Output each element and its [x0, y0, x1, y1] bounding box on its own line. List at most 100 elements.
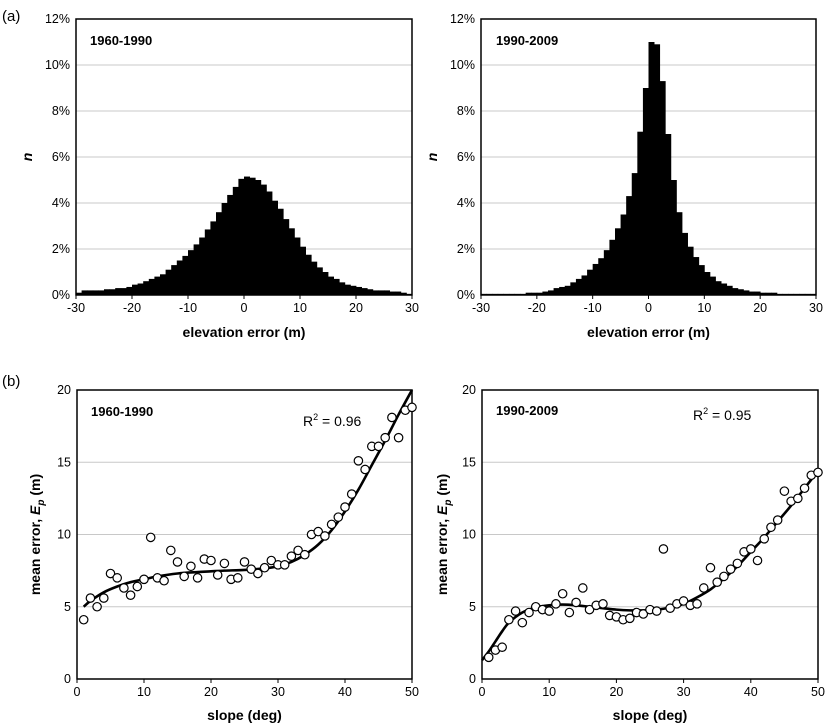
- y-tick-label: 0%: [52, 288, 70, 302]
- data-point: [598, 599, 608, 609]
- histogram-bar: [216, 212, 222, 295]
- x-tick-label: 10: [137, 685, 151, 699]
- data-point: [387, 412, 397, 423]
- y-tick-label: 6%: [52, 150, 70, 164]
- histogram-bar: [704, 272, 711, 295]
- data-point: [179, 571, 189, 582]
- scatter-1990-2009: 0 10 20 30 40 50 0 5 10 15 20 1990-2009 R2 = 0.95…: [434, 383, 825, 723]
- data-point: [360, 464, 370, 475]
- histogram-bar: [227, 194, 234, 295]
- r-squared-annotation: R2 = 0.95: [693, 406, 752, 423]
- y-tick-label: 12%: [450, 12, 475, 26]
- histogram-bar: [176, 260, 183, 295]
- y-axis-label: mean error, Ep (m): [27, 474, 47, 595]
- data-point: [712, 577, 722, 587]
- y-tick-label: 0%: [457, 288, 475, 302]
- data-point: [293, 545, 303, 556]
- histogram-bar: [126, 286, 133, 295]
- y-tick-label: 20: [462, 383, 476, 397]
- data-point: [233, 573, 243, 583]
- data-point: [766, 522, 776, 533]
- histogram-bar: [182, 255, 189, 295]
- histogram-bar: [559, 286, 566, 295]
- r2-prefix: R: [303, 413, 313, 429]
- histogram-bar: [536, 292, 543, 295]
- y-tick-label: 10: [462, 528, 476, 542]
- data-point: [584, 604, 595, 615]
- histogram-bar: [277, 208, 284, 295]
- r2-superscript: 2: [313, 412, 318, 422]
- y-axis-label: n: [424, 153, 440, 162]
- data-point: [299, 549, 310, 560]
- data-point: [813, 467, 823, 478]
- data-point: [793, 493, 803, 504]
- data-point: [564, 607, 575, 618]
- histogram-bar: [344, 284, 351, 295]
- histogram-bar: [316, 267, 323, 295]
- y-label-main: mean error,: [434, 515, 450, 595]
- histogram-bar: [709, 276, 716, 295]
- histogram-bar: [165, 269, 172, 295]
- x-tick-label: 10: [697, 301, 711, 315]
- chart-title: 1990-2009: [496, 403, 558, 418]
- y-tick-label: 15: [462, 455, 476, 469]
- histogram-bar: [665, 134, 672, 295]
- histogram-bar: [698, 265, 705, 295]
- data-point: [557, 588, 568, 599]
- y-tick-label: 12%: [45, 12, 70, 26]
- x-tick-label: 20: [753, 301, 767, 315]
- histogram-bar: [615, 228, 621, 295]
- histogram-bar: [148, 278, 155, 295]
- data-point: [340, 502, 350, 512]
- histogram-bar: [400, 292, 407, 295]
- x-tick-label: 10: [293, 301, 307, 315]
- data-point: [92, 601, 102, 612]
- data-point: [759, 534, 770, 544]
- data-point: [705, 562, 716, 573]
- data-point: [544, 606, 554, 616]
- x-tick-label: -10: [179, 301, 197, 315]
- histogram-bar: [193, 244, 200, 295]
- histogram-bar: [564, 285, 571, 295]
- r2-value: = 0.96: [318, 413, 361, 429]
- y-tick-label: 10: [57, 528, 71, 542]
- histogram-bar: [603, 250, 610, 295]
- gridlines: [76, 64, 412, 250]
- y-axis-label: mean error, Ep (m): [434, 474, 454, 595]
- data-point: [145, 532, 156, 543]
- data-point: [678, 596, 689, 606]
- y-tick-labels: 0 5 10 15 20: [57, 383, 71, 686]
- histogram-bar: [592, 263, 599, 295]
- histogram-bar: [288, 228, 295, 295]
- histogram-bar: [637, 131, 644, 295]
- data-point: [132, 581, 143, 592]
- histogram-bar: [283, 219, 290, 295]
- y-tick-label: 5: [469, 600, 476, 614]
- y-tick-label: 0: [469, 672, 476, 686]
- y-tick-labels: 0% 2% 4% 6% 8% 10% 12%: [45, 12, 70, 302]
- data-point: [239, 557, 250, 567]
- x-tick-label: 30: [271, 685, 285, 699]
- histogram-bar: [587, 269, 594, 295]
- x-tick-labels: -30 -20 -10 0 10 20 30: [472, 295, 823, 315]
- x-tick-label: -20: [528, 301, 546, 315]
- data-point: [192, 573, 203, 583]
- data-point: [139, 574, 149, 585]
- data-point: [779, 486, 790, 496]
- r2-value: = 0.95: [708, 407, 751, 423]
- y-tick-labels: 0% 2% 4% 6% 8% 10% 12%: [450, 12, 475, 302]
- data-point: [78, 614, 89, 625]
- histogram-bar: [648, 42, 655, 295]
- y-tick-label: 20: [57, 383, 71, 397]
- y-label-main: mean error,: [27, 515, 43, 595]
- x-tick-label: 30: [677, 685, 691, 699]
- data-point: [166, 545, 176, 556]
- histogram-bar: [294, 237, 301, 295]
- histogram-bar: [721, 283, 728, 295]
- histogram-bar: [154, 276, 161, 295]
- histogram-bar: [760, 292, 767, 295]
- scatter-points: [78, 402, 417, 625]
- histogram-bar: [300, 246, 306, 295]
- histogram-bar: [333, 278, 340, 295]
